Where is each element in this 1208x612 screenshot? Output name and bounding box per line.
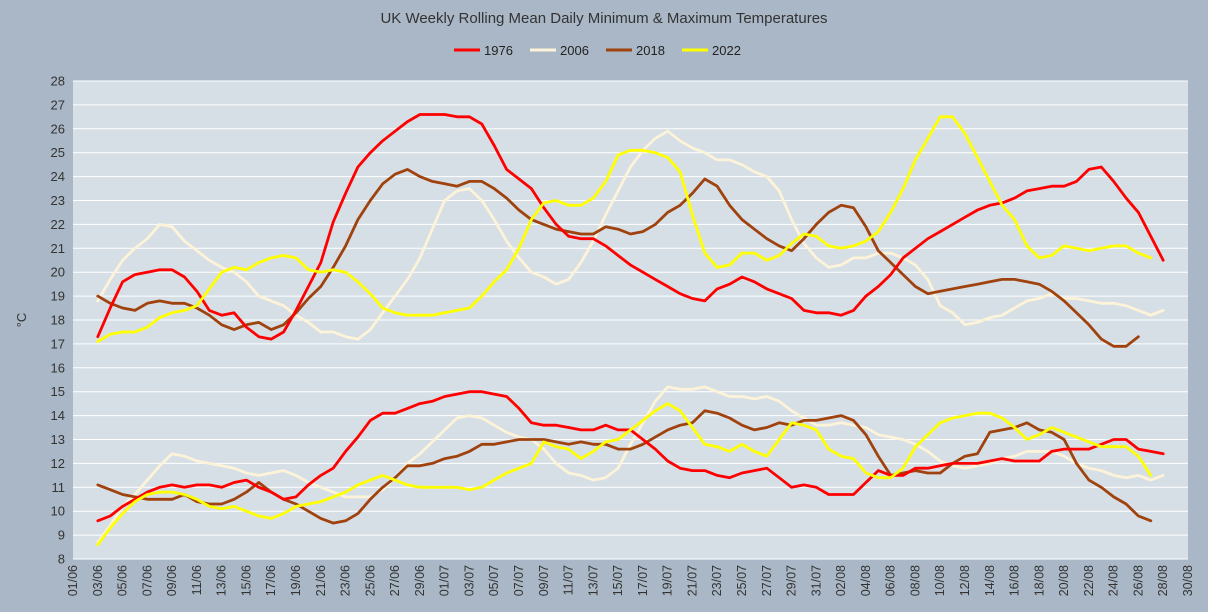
y-tick-label: 25 (51, 145, 65, 160)
legend-label: 1976 (484, 43, 513, 58)
x-tick-label: 01/06 (66, 565, 80, 596)
x-tick-label: 09/07 (537, 565, 551, 596)
y-axis-label: °C (14, 313, 29, 328)
x-tick-label: 25/06 (363, 565, 377, 596)
x-tick-label: 31/07 (809, 565, 823, 596)
x-tick-label: 16/08 (1008, 565, 1022, 596)
y-tick-label: 9 (58, 528, 65, 543)
x-axis-ticks: 01/06 03/06 05/06 07/06 09/06 11/06 13/06 15/06… (66, 565, 1195, 596)
x-tick-label: 18/08 (1032, 565, 1046, 596)
series-line-1976-max (96, 113, 1165, 341)
x-tick-label: 03/06 (91, 565, 105, 596)
x-tick-label: 17/07 (636, 565, 650, 596)
series-line-2006-max (96, 129, 1165, 341)
gridlines (73, 80, 1188, 560)
x-tick-label: 14/08 (983, 565, 997, 596)
series-line-2022-max (96, 115, 1153, 343)
y-tick-label: 20 (51, 265, 65, 280)
x-tick-label: 13/07 (586, 565, 600, 596)
y-tick-label: 13 (51, 432, 65, 447)
x-tick-label: 21/06 (314, 565, 328, 596)
y-tick-label: 10 (51, 504, 65, 519)
x-tick-label: 23/06 (339, 565, 353, 596)
y-tick-label: 12 (51, 456, 65, 471)
x-tick-label: 15/07 (611, 565, 625, 596)
x-tick-label: 27/07 (760, 565, 774, 596)
y-tick-label: 8 (58, 552, 65, 567)
x-tick-label: 11/06 (190, 565, 204, 595)
y-tick-label: 14 (51, 408, 65, 423)
x-tick-label: 08/08 (908, 565, 922, 596)
x-tick-label: 10/08 (933, 565, 947, 596)
y-axis-ticks: 8 9 10 11 12 13 14 15 16 17 18 19 20 21 22 23 24 25 26 27 28 (51, 74, 65, 567)
y-tick-label: 19 (51, 289, 65, 304)
x-tick-label: 13/06 (215, 565, 229, 596)
x-tick-label: 03/07 (462, 565, 476, 596)
x-tick-label: 11/07 (562, 565, 576, 595)
x-tick-label: 20/08 (1057, 565, 1071, 596)
x-tick-label: 24/08 (1107, 565, 1121, 596)
y-tick-label: 21 (51, 241, 65, 256)
x-tick-label: 07/07 (512, 565, 526, 596)
y-tick-label: 17 (51, 336, 65, 351)
x-tick-label: 05/07 (487, 565, 501, 596)
legend-label: 2018 (636, 43, 665, 58)
x-tick-label: 23/07 (710, 565, 724, 596)
x-tick-label: 05/06 (116, 565, 130, 596)
x-tick-label: 19/06 (289, 565, 303, 596)
legend-label: 2006 (560, 43, 589, 58)
x-tick-label: 27/06 (388, 565, 402, 596)
x-tick-label: 29/07 (785, 565, 799, 596)
y-tick-label: 16 (51, 360, 65, 375)
x-tick-label: 26/08 (1131, 565, 1145, 596)
series-line-2018-max (96, 167, 1140, 348)
legend-label: 2022 (712, 43, 741, 58)
x-tick-label: 02/08 (834, 565, 848, 596)
x-tick-label: 17/06 (264, 565, 278, 596)
y-tick-label: 26 (51, 121, 65, 136)
chart-title: UK Weekly Rolling Mean Daily Minimum & M… (380, 10, 827, 27)
y-tick-label: 28 (51, 74, 65, 89)
x-tick-label: 07/06 (140, 565, 154, 596)
y-tick-label: 23 (51, 193, 65, 208)
y-tick-label: 22 (51, 217, 65, 232)
x-tick-label: 19/07 (661, 565, 675, 596)
x-tick-label: 29/06 (413, 565, 427, 596)
x-tick-label: 06/08 (884, 565, 898, 596)
x-tick-label: 28/08 (1156, 565, 1170, 596)
x-tick-label: 01/07 (438, 565, 452, 596)
x-tick-label: 25/07 (735, 565, 749, 596)
y-tick-label: 11 (52, 480, 66, 495)
x-tick-label: 09/06 (165, 565, 179, 596)
x-tick-label: 04/08 (859, 565, 873, 596)
legend: 1976 2006 2018 2022 (454, 43, 741, 58)
x-tick-label: 21/07 (685, 565, 699, 596)
y-tick-label: 27 (51, 97, 65, 112)
y-tick-label: 15 (51, 384, 65, 399)
series-line-2022-min (96, 402, 1153, 547)
x-tick-label: 12/08 (958, 565, 972, 596)
x-tick-label: 30/08 (1181, 565, 1195, 596)
series-line-2006-min (96, 385, 1165, 544)
x-tick-label: 22/08 (1082, 565, 1096, 596)
series-lines (96, 113, 1165, 547)
y-tick-label: 24 (51, 169, 65, 184)
y-tick-label: 18 (51, 313, 65, 328)
x-tick-label: 15/06 (239, 565, 253, 596)
